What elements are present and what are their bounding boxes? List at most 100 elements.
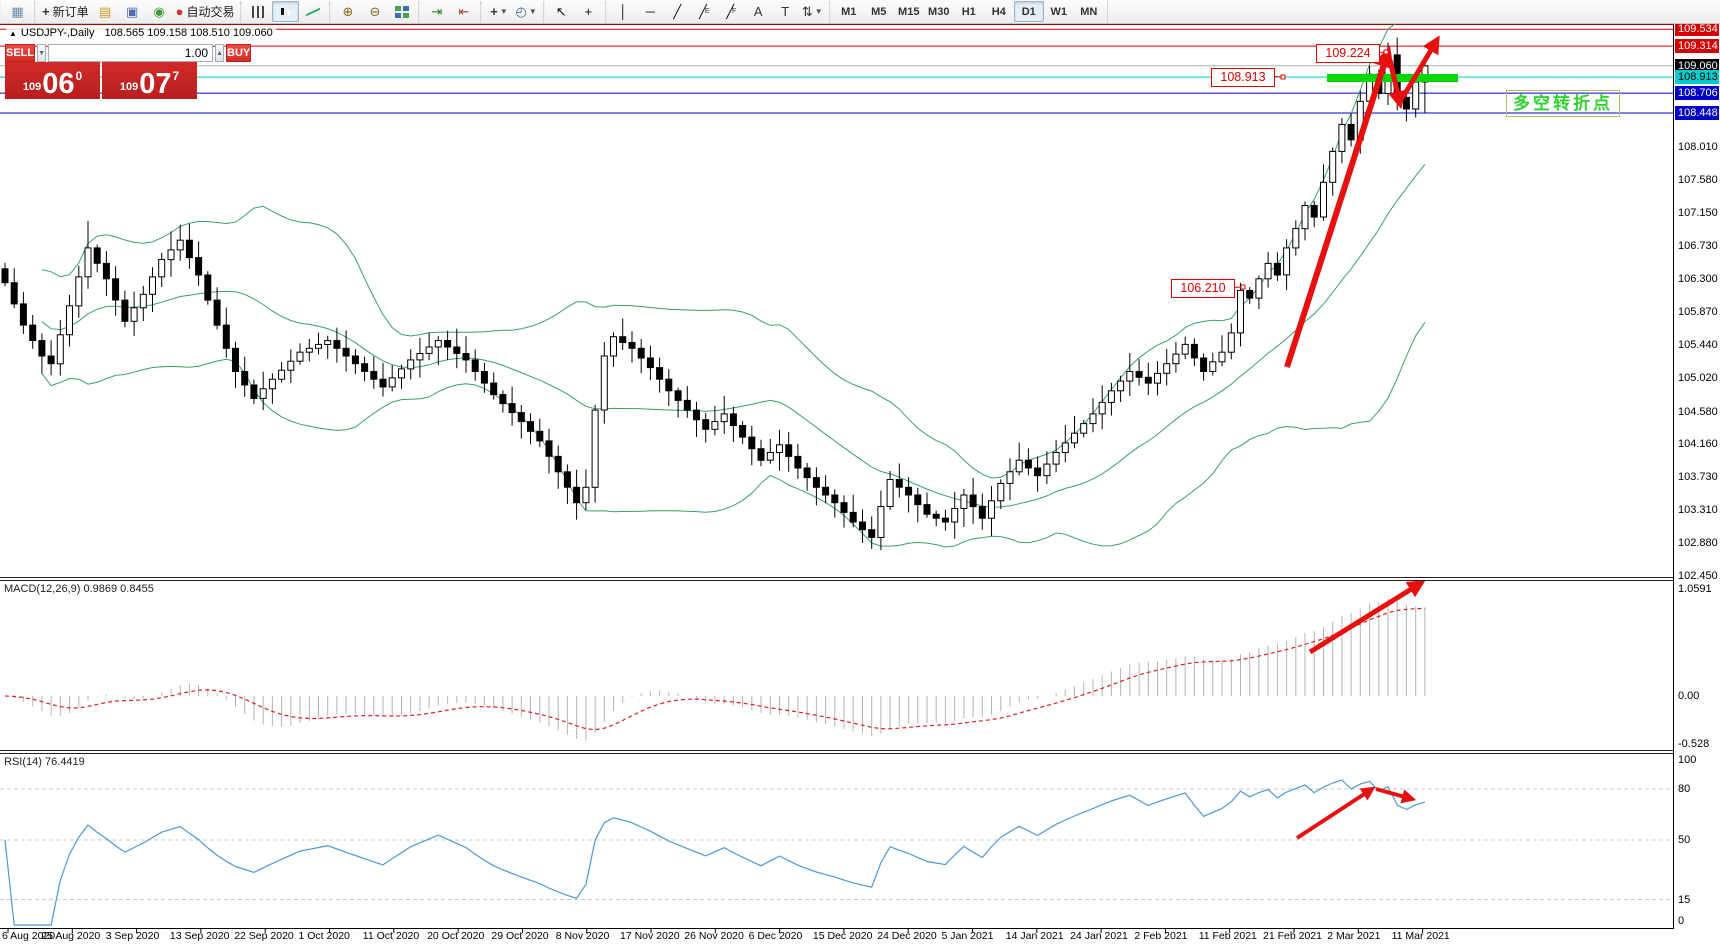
tf-m1[interactable]: M1 — [841, 5, 857, 18]
sell-price-big: 06 — [42, 68, 75, 100]
volume-input[interactable] — [48, 44, 214, 62]
volume-increase-button[interactable]: ▲ — [215, 44, 224, 62]
zoom-in-button[interactable]: ⊕ — [334, 1, 361, 22]
tf-m5[interactable]: M5 — [871, 5, 887, 18]
date-label: 17 Nov 2020 — [620, 930, 680, 942]
tf-w1[interactable]: W1 — [1050, 5, 1068, 18]
chart-shift-button[interactable]: ⇤ — [450, 1, 477, 22]
toolbar-group: M1 M5 M15 M30 H1 H4 D1 W1 MN — [829, 0, 1108, 23]
bar-chart-button[interactable] — [245, 1, 272, 22]
price-tick-label: 106.730 — [1678, 239, 1718, 252]
volume-decrease-button[interactable]: ▼ — [37, 44, 47, 62]
zoom-out-button[interactable]: ⊖ — [361, 1, 388, 22]
price-annotation-108.913[interactable]: 108.913 — [1211, 68, 1275, 87]
market-watch-icon-icon: ▤ — [98, 4, 112, 19]
channel-button[interactable]: ╱ E — [699, 4, 710, 19]
tf-m15[interactable]: M15 — [898, 5, 920, 18]
price-tag-108.706: 108.706 — [1675, 86, 1719, 101]
crosshair-button-icon: + — [584, 4, 593, 19]
tf-m30[interactable]: M30 — [928, 5, 950, 18]
chevron-down-icon: ▼ — [528, 7, 537, 16]
crosshair-button[interactable]: + — [575, 1, 602, 22]
new-chart-button[interactable]: + ▼ — [485, 1, 512, 22]
fibonacci-button[interactable]: ╱ F — [726, 4, 737, 19]
main-chart — [0, 24, 1673, 551]
autotrading-button[interactable]: ● 自动交易 — [175, 4, 235, 19]
price-annotation-109.224[interactable]: 109.224 — [1316, 44, 1380, 63]
new-chart-button-icon: + — [490, 4, 498, 19]
tile-windows-button-icon — [394, 5, 409, 18]
tile-windows-button[interactable] — [388, 1, 415, 22]
date-label: 5 Jan 2021 — [941, 930, 994, 942]
periods-button[interactable]: ◴ ▼ — [512, 1, 539, 22]
bar-chart-button-icon — [251, 5, 266, 18]
toolbar-group: + ▼ ◴ ▼ — [481, 0, 544, 23]
candle-chart-button-icon — [278, 5, 293, 18]
bollinger-upper — [41, 24, 1396, 479]
vertical-line-button[interactable]: │ — [610, 1, 637, 22]
date-label: 29 Oct 2020 — [491, 930, 549, 942]
indicator-scale-label: 50 — [1678, 834, 1691, 846]
tf-h1[interactable]: H1 — [961, 5, 976, 18]
cursor-button[interactable]: ↖ — [548, 1, 575, 22]
toolbar: ▦ + 新订单 ▤ ▣ ◉ ● 自动交易 ⊕ ⊖ ⇥ ⇤ + ▼ ◴ ▼ ↖ + │ ─ ╱ ╱ E ╱ F A T ⇅ ▼ M1 M5 M1… — [0, 0, 1720, 24]
chart-collapse-icon[interactable]: ▲ — [9, 29, 17, 38]
sounds-icon-icon: ◉ — [153, 4, 165, 19]
sounds-icon[interactable]: ◉ — [146, 1, 173, 22]
market-watch-icon[interactable]: ▤ — [92, 1, 119, 22]
autotrading-button-icon: ● — [175, 4, 184, 19]
date-label: 6 Aug 2020 — [2, 930, 56, 942]
price-tick-label: 102.450 — [1678, 570, 1718, 583]
price-tick-label: 102.880 — [1678, 536, 1718, 549]
toolbar-group: │ ─ ╱ ╱ E ╱ F A T ⇅ ▼ — [605, 0, 830, 23]
time-axis[interactable]: 6 Aug 2020 25 Aug 2020 3 Sep 2020 13 Sep 20… — [0, 929, 1720, 945]
auto-scroll-button[interactable]: ⇥ — [423, 1, 450, 22]
chevron-down-icon: ▼ — [499, 7, 508, 16]
price-tick-label: 104.160 — [1678, 438, 1718, 451]
price-tick-label: 107.580 — [1678, 174, 1718, 186]
tf-h4[interactable]: H4 — [991, 5, 1006, 18]
candle-chart-button[interactable] — [272, 1, 300, 22]
price-tag-109.060: 109.060 — [1675, 58, 1719, 73]
price-tick-label: 104.580 — [1678, 405, 1718, 418]
arrows-button[interactable]: ⇅ ▼ — [799, 1, 826, 22]
note-text-box[interactable]: 多空转折点 — [1506, 90, 1620, 117]
chart-shift-button-icon: ⇤ — [458, 4, 470, 19]
horizontal-line-button[interactable]: ─ — [637, 1, 664, 22]
macd-arrow — [1308, 580, 1426, 655]
indicator-scale-label: 0.00 — [1678, 690, 1700, 702]
buy-price-sup: 7 — [172, 69, 180, 83]
tf-mn[interactable]: MN — [1080, 5, 1098, 18]
chart-window-border — [0, 23, 1720, 25]
toolbar-group: ⇥ ⇤ — [419, 0, 482, 23]
data-window-icon[interactable]: ▣ — [119, 1, 146, 22]
sell-price-display[interactable]: 109 06 0 — [5, 62, 100, 99]
text-label-button[interactable]: T — [772, 1, 799, 22]
bollinger-middle — [41, 164, 1426, 508]
buy-price-display[interactable]: 109 07 7 — [102, 62, 197, 99]
date-label: 11 Oct 2020 — [362, 930, 420, 942]
zoom-in-button-icon: ⊕ — [342, 4, 354, 19]
date-label: 24 Dec 2020 — [877, 930, 937, 942]
date-label: 26 Nov 2020 — [684, 930, 744, 942]
indicator-scale-label: 1.0591 — [1678, 583, 1712, 595]
price-tick-label: 108.010 — [1678, 140, 1718, 153]
chart-preview-icon[interactable]: ▦ — [4, 1, 31, 22]
price-annotation-106.210[interactable]: 106.210 — [1171, 279, 1235, 298]
date-label: 20 Oct 2020 — [427, 930, 485, 942]
date-label: 3 Sep 2020 — [105, 930, 160, 942]
symbol-period-label: USDJPY-,Daily — [20, 27, 95, 39]
fibonacci-button-icon: ╱ — [726, 4, 735, 19]
macd-indicator-label: MACD(12,26,9) 0.9869 0.8455 — [2, 583, 156, 595]
line-chart-button[interactable] — [299, 1, 326, 22]
price-axis[interactable]: 109.534 109.314 109.060 108.913 108.706 108.4… — [1674, 22, 1720, 929]
sell-button[interactable]: SELL — [5, 44, 36, 62]
tf-d1[interactable]: D1 — [1013, 1, 1044, 22]
new-order-button[interactable]: + 新订单 — [42, 4, 89, 19]
rsi-panel — [0, 779, 1673, 926]
price-tag-108.913: 108.913 — [1675, 70, 1719, 85]
buy-button[interactable]: BUY — [226, 44, 252, 62]
trendline-button[interactable]: ╱ — [664, 1, 691, 22]
text-button[interactable]: A — [745, 1, 772, 22]
